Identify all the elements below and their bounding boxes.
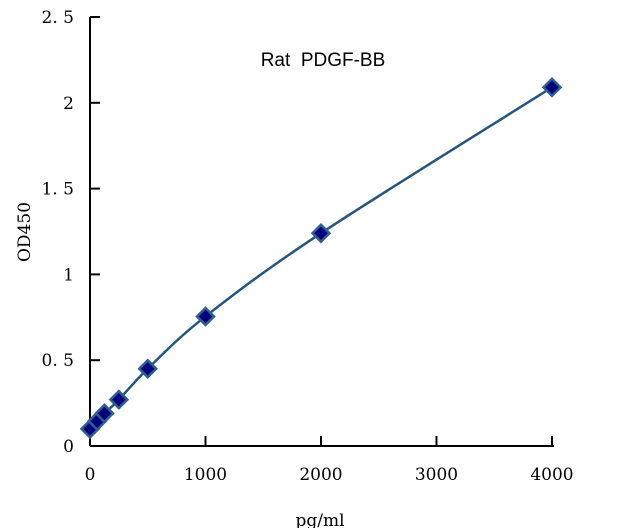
y-tick-label: 1 — [63, 265, 74, 285]
data-point-marker — [541, 77, 563, 98]
chart-title: Rat PDGF-BB — [261, 50, 386, 71]
y-tick-label: 0. 5 — [42, 351, 74, 371]
y-tick-label: 0 — [63, 437, 74, 457]
data-point-marker — [137, 358, 159, 380]
x-tick-label: 4000 — [530, 465, 573, 485]
axes: 0 0. 5 1 1. 5 2 2. 5 0 1000 2000 3000 4000 — [42, 8, 574, 485]
x-tick-label: 1000 — [184, 465, 227, 485]
y-tick-label: 2. 5 — [42, 8, 74, 28]
x-tick-label: 2000 — [299, 465, 342, 485]
data-point-marker — [108, 389, 130, 410]
y-axis-label: OD450 — [15, 202, 35, 262]
data-point-marker — [310, 222, 332, 244]
data-point-marker — [94, 403, 115, 424]
x-axis-label: pg/ml — [295, 511, 344, 528]
series-line — [89, 86, 553, 430]
y-tick-label: 2 — [63, 94, 74, 114]
data-point-marker — [195, 306, 216, 327]
series — [79, 77, 563, 440]
y-tick-label: 1. 5 — [42, 180, 74, 200]
x-tick-label: 0 — [85, 465, 96, 485]
x-tick-label: 3000 — [415, 465, 458, 485]
